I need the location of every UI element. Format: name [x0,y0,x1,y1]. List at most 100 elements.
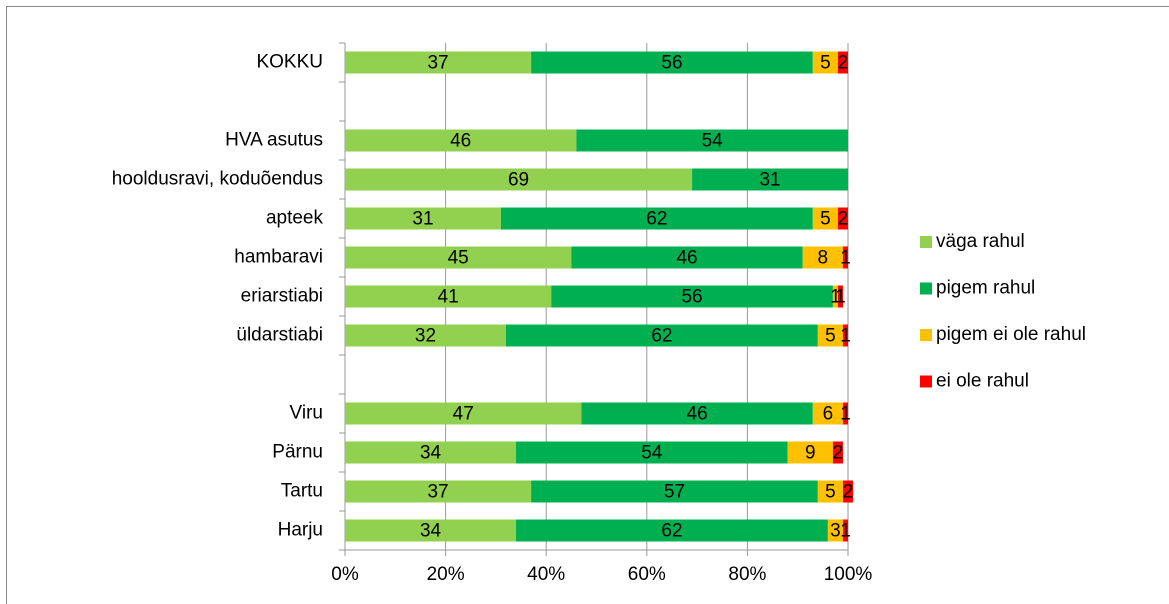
y-tick-label: HVA asutus [225,130,323,151]
bar-segment [345,129,577,152]
bar-segment [812,207,838,230]
bar-segment [345,519,517,542]
bar-segment [345,402,582,425]
legend-swatch [920,329,932,341]
bar-segment [345,246,572,269]
bar-segment [842,519,848,542]
data-label: 54 [641,443,663,464]
bar-segment [837,285,843,308]
data-label: 46 [676,248,697,269]
data-label: 6 [823,404,834,425]
bar-segment [551,285,833,308]
bar-segment [817,324,843,347]
data-label: 1 [840,248,851,269]
data-label: 57 [664,482,685,503]
legend-swatch [920,282,932,295]
data-label: 9 [805,443,816,464]
bar-segment [581,402,813,425]
bar-segment [500,207,813,230]
data-label: 5 [820,53,831,74]
data-label: 54 [702,131,724,152]
bar-segment [817,480,843,503]
legend-label: pigem ei ole rahul [936,324,1086,345]
data-label: 46 [450,131,471,152]
legend-swatch [920,375,932,388]
bar-segment [812,51,838,74]
data-label: 2 [838,209,849,230]
bar-segment [832,441,843,464]
data-label: 56 [681,287,702,308]
bar-segment [842,246,848,269]
y-tick-label: hambaravi [234,247,323,268]
bar-segment [345,441,517,464]
data-label: 34 [420,521,442,542]
bar-segment [842,402,848,425]
bar-segment [345,480,532,503]
chart-frame [6,6,1169,604]
data-label: 5 [820,209,831,230]
bar-segment [516,441,788,464]
bar-segment [842,324,848,347]
bar-segment [576,129,848,152]
y-tick-label: apteek [266,208,324,229]
legend-label: väga rahul [936,231,1025,252]
bar-segment [692,168,848,191]
y-tick-label: Viru [290,403,323,424]
bar-segment [802,246,843,269]
data-label: 31 [759,170,780,191]
x-tick-label: 60% [628,564,666,585]
data-label: 8 [818,248,829,269]
data-label: 41 [438,287,459,308]
data-label: 47 [453,404,474,425]
bar-segment [345,168,693,191]
data-label: 56 [661,53,682,74]
data-label: 37 [427,53,448,74]
bar-segment [832,285,838,308]
bar-segment [345,324,506,347]
bar-segment [531,51,813,74]
bar-segment [345,285,552,308]
data-label: 45 [448,248,469,269]
data-label: 1 [830,287,841,308]
data-label: 2 [843,482,854,503]
y-tick-label: üldarstiabi [236,325,323,346]
y-tick-label: eriarstiabi [241,286,323,307]
bar-segment [571,246,803,269]
data-label: 34 [420,443,442,464]
data-label: 46 [687,404,708,425]
x-tick-label: 20% [427,564,465,585]
bar-segment [531,480,818,503]
data-label: 5 [825,326,836,347]
data-label: 1 [835,287,846,308]
legend-swatch [920,236,932,248]
bar-segment [787,441,833,464]
data-label: 2 [833,443,844,464]
bar-segment [827,519,843,542]
bar-segment [505,324,818,347]
x-tick-label: 40% [527,564,565,585]
x-tick-label: 80% [728,564,766,585]
data-label: 1 [840,326,851,347]
legend-label: pigem rahul [936,278,1035,299]
data-label: 62 [646,209,667,230]
x-tick-label: 0% [331,564,359,585]
y-tick-label: Tartu [281,481,323,502]
data-label: 2 [838,53,849,74]
bar-segment [345,51,532,74]
data-label: 32 [415,326,436,347]
data-label: 62 [651,326,672,347]
bar-segment [842,480,854,503]
y-tick-label: KOKKU [256,52,323,73]
y-tick-label: hooldusravi, koduõendus [112,169,323,190]
data-label: 1 [840,404,851,425]
y-tick-label: Harju [278,520,323,541]
data-label: 37 [427,482,448,503]
data-label: 1 [840,521,851,542]
data-label: 3 [830,521,841,542]
data-label: 31 [412,209,433,230]
data-label: 5 [825,482,836,503]
bar-segment [345,207,501,230]
legend-label: ei ole rahul [936,371,1029,392]
y-tick-label: Pärnu [272,442,323,463]
